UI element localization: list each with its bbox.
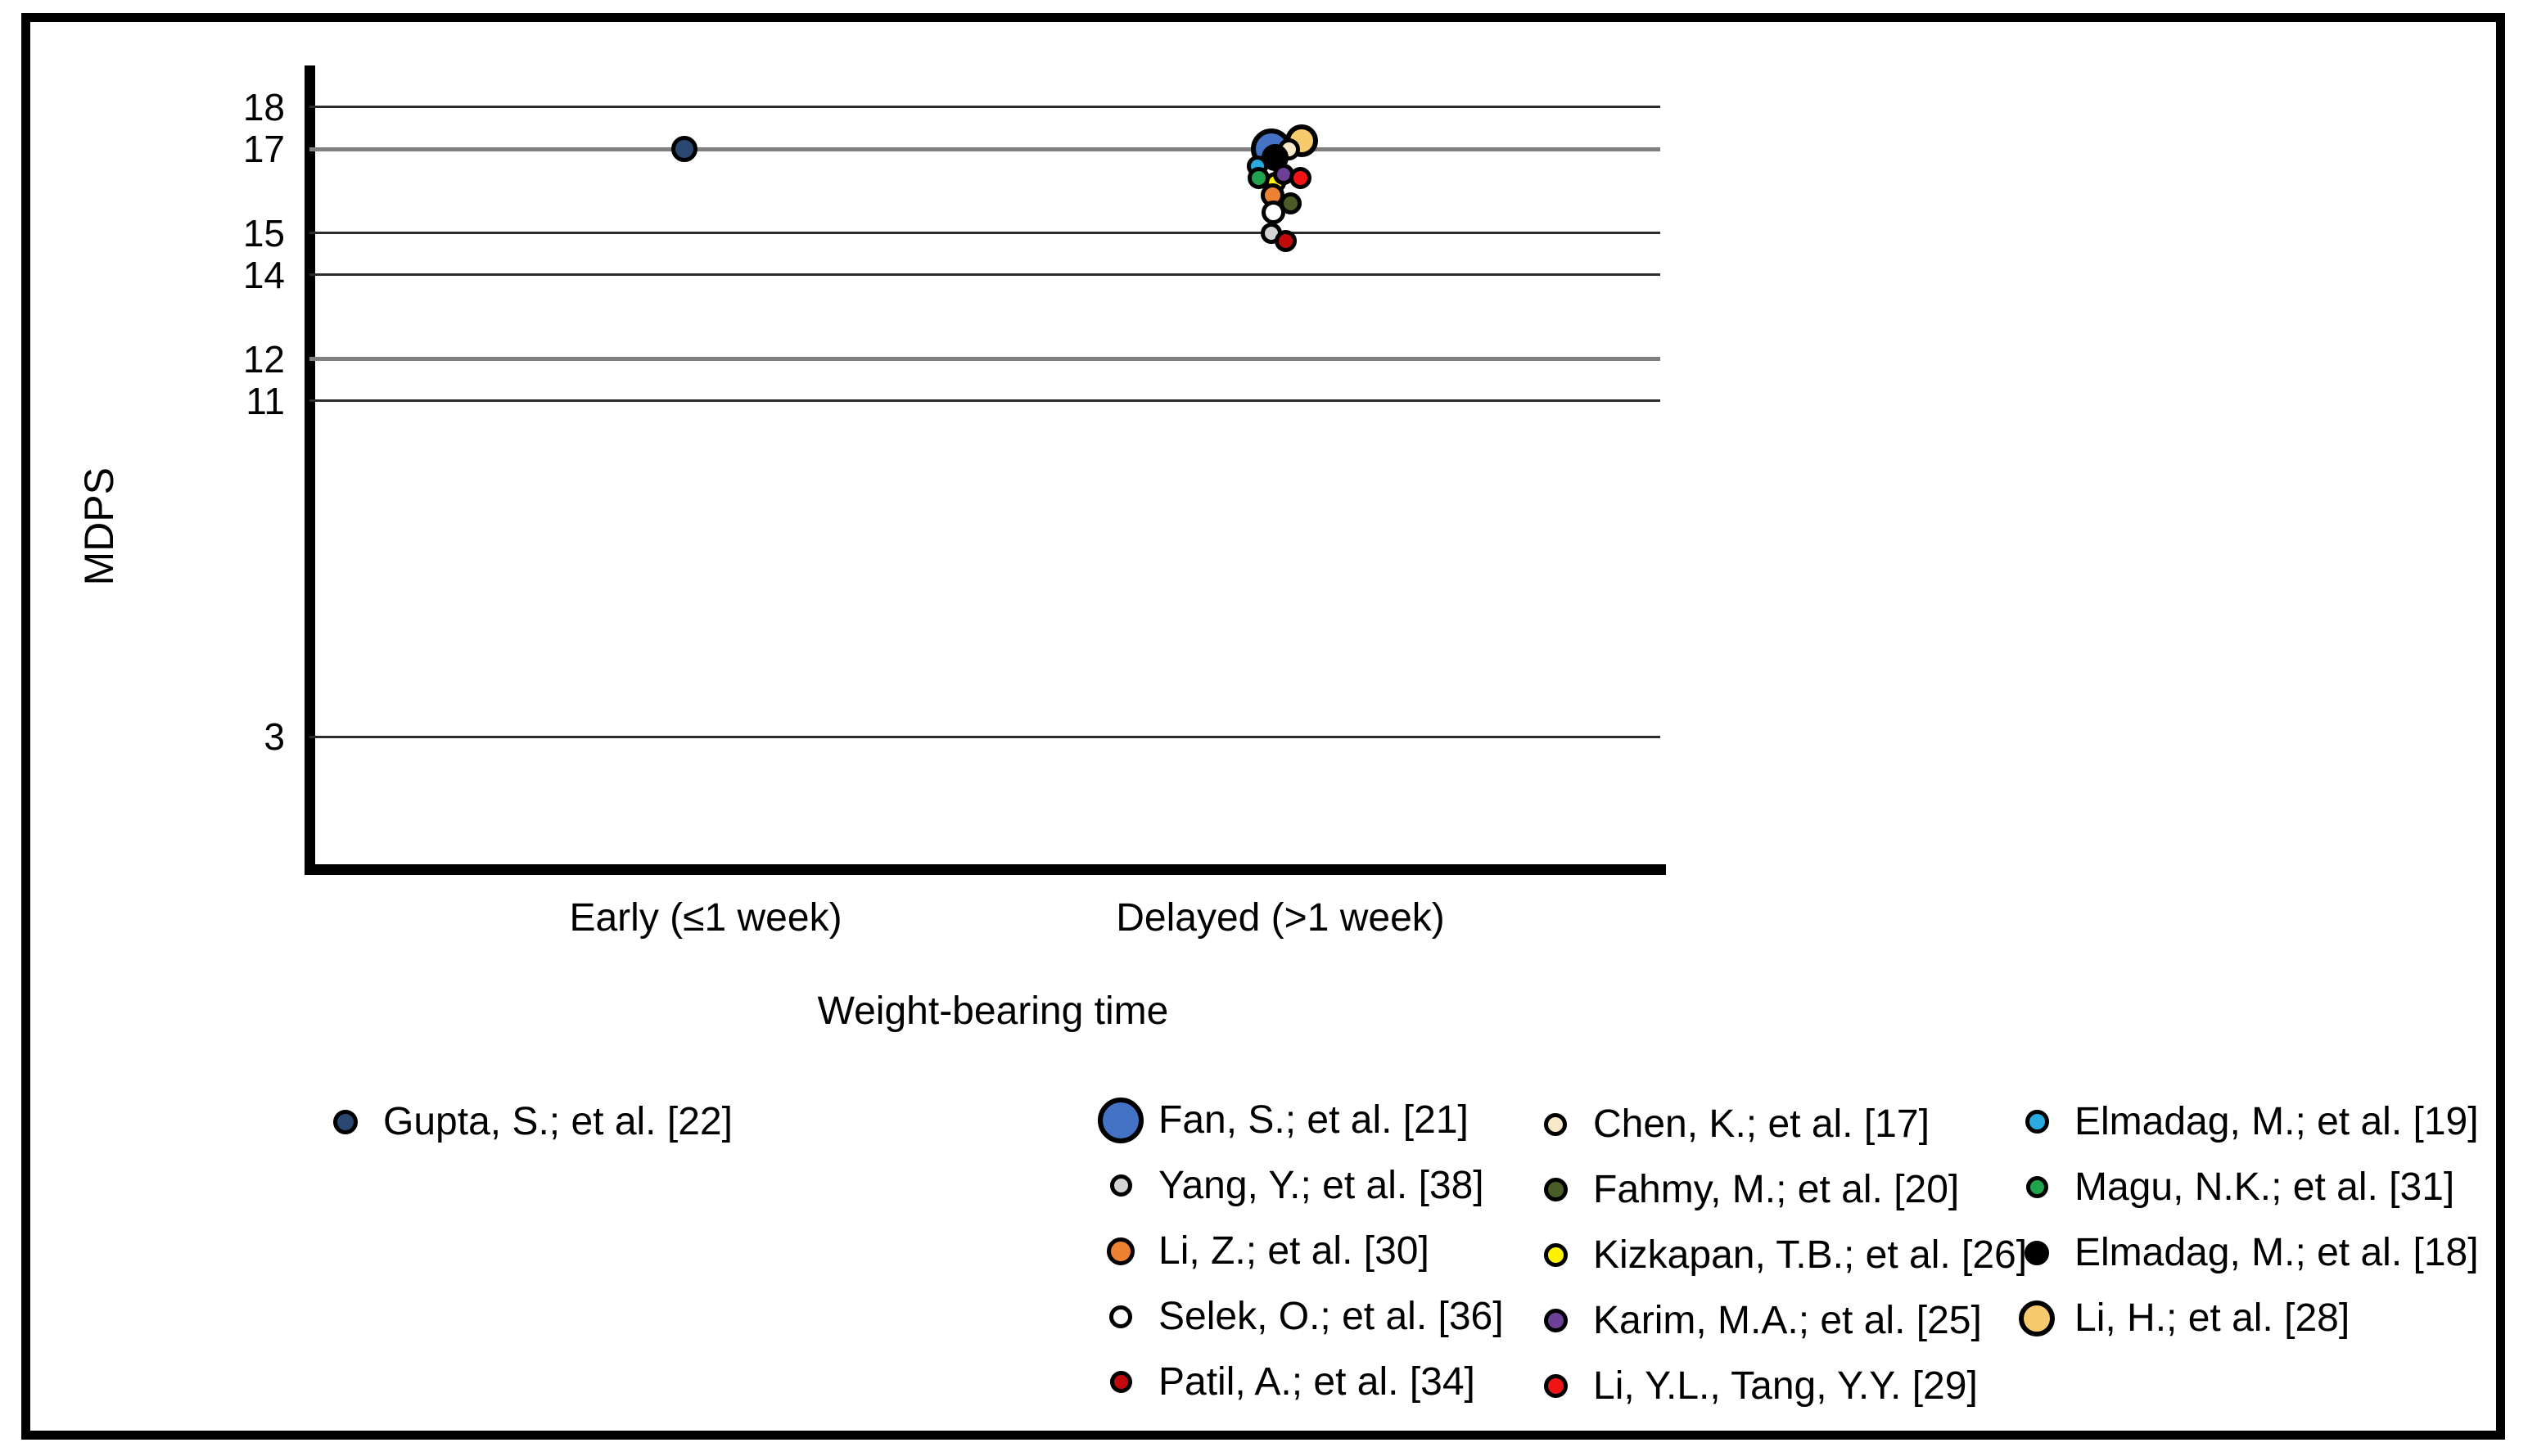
legend-marker-icon — [2025, 1240, 2049, 1265]
legend-label: Kizkapan, T.B.; et al. [26] — [1593, 1233, 2028, 1277]
y-tick-label-15: 15 — [242, 211, 285, 255]
scatter-point — [1261, 200, 1285, 224]
legend-marker-icon — [1109, 1371, 1132, 1393]
y-axis-line — [305, 65, 315, 875]
x-category-delayed: Delayed (>1 week) — [1116, 896, 1445, 940]
legend-item: Selek, O.; et al. [36] — [1095, 1293, 1504, 1340]
scatter-point — [1289, 167, 1311, 190]
legend-item: Chen, K.; et al. [17] — [1529, 1101, 2027, 1147]
figure-border-frame — [21, 13, 2505, 1440]
x-axis-title: Weight-bearing time — [817, 989, 1169, 1033]
gridline-y-15 — [309, 232, 1660, 235]
legend-label: Chen, K.; et al. [17] — [1593, 1102, 1930, 1146]
legend-item: Gupta, S.; et al. [22] — [319, 1098, 733, 1145]
legend-marker-box — [2011, 1300, 2063, 1337]
legend-column-3: Chen, K.; et al. [17] Fahmy, M.; et al. [… — [1529, 1101, 2027, 1409]
legend-label: Li, Z.; et al. [30] — [1158, 1229, 1429, 1273]
legend-column-1: Gupta, S.; et al. [22] — [319, 1098, 733, 1145]
legend-marker-box — [1095, 1174, 1147, 1197]
legend-column-4: Elmadag, M.; et al. [19] Magu, N.K.; et a… — [2011, 1098, 2479, 1341]
legend-marker-icon — [1098, 1097, 1144, 1143]
gridline-y-3 — [309, 735, 1660, 738]
legend-label: Li, H.; et al. [28] — [2074, 1296, 2350, 1340]
legend-marker-icon — [333, 1109, 358, 1134]
legend-marker-icon — [2019, 1300, 2055, 1337]
x-category-early: Early (≤1 week) — [569, 896, 842, 940]
legend-item: Fahmy, M.; et al. [20] — [1529, 1166, 2027, 1213]
legend-marker-icon — [1543, 1309, 1568, 1332]
legend-marker-icon — [1543, 1374, 1568, 1398]
gridline-y-18 — [309, 106, 1660, 109]
legend-marker-icon — [1543, 1178, 1568, 1201]
legend-label: Elmadag, M.; et al. [18] — [2074, 1231, 2479, 1274]
y-tick-label-14: 14 — [242, 253, 285, 296]
legend-marker-box — [1529, 1309, 1582, 1332]
legend-marker-icon — [2025, 1176, 2048, 1198]
gridline-y-12 — [309, 357, 1660, 362]
legend-marker-box — [2011, 1176, 2063, 1198]
legend-marker-box — [1529, 1112, 1582, 1136]
legend-label: Fahmy, M.; et al. [20] — [1593, 1168, 1960, 1211]
x-axis-line — [305, 864, 1666, 875]
y-axis-title-text: MDPS — [76, 467, 122, 586]
gridline-y-11 — [309, 399, 1660, 403]
y-tick-label-11: 11 — [246, 379, 285, 422]
legend-marker-box — [2011, 1240, 2063, 1265]
legend-marker-box — [1529, 1178, 1582, 1201]
legend-item: Magu, N.K.; et al. [31] — [2011, 1164, 2479, 1210]
legend-label: Magu, N.K.; et al. [31] — [2074, 1165, 2455, 1209]
y-tick-label-17: 17 — [242, 128, 285, 171]
legend-marker-box — [1095, 1097, 1147, 1143]
scatter-point — [1274, 230, 1297, 253]
legend-column-2: Fan, S.; et al. [21] Yang, Y.; et al. [38… — [1095, 1097, 1504, 1405]
legend-marker-icon — [1109, 1305, 1132, 1328]
legend-marker-box — [1095, 1371, 1147, 1393]
legend-label: Karim, M.A.; et al. [25] — [1593, 1299, 1982, 1342]
legend-item: Kizkapan, T.B.; et al. [26] — [1529, 1232, 2027, 1278]
legend-item: Elmadag, M.; et al. [18] — [2011, 1229, 2479, 1276]
legend-marker-box — [1095, 1237, 1147, 1265]
y-tick-label-12: 12 — [242, 337, 285, 381]
legend-item: Elmadag, M.; et al. [19] — [2011, 1098, 2479, 1145]
legend-item: Li, H.; et al. [28] — [2011, 1295, 2479, 1341]
legend-label: Patil, A.; et al. [34] — [1158, 1360, 1475, 1404]
legend-marker-box — [1095, 1305, 1147, 1328]
y-tick-label-3: 3 — [264, 715, 285, 759]
legend-marker-icon — [1107, 1237, 1135, 1265]
legend-label: Elmadag, M.; et al. [19] — [2074, 1100, 2479, 1143]
legend-label: Selek, O.; et al. [36] — [1158, 1295, 1504, 1338]
legend-item: Li, Y.L., Tang, Y.Y. [29] — [1529, 1363, 2027, 1409]
gridline-y-17 — [309, 147, 1660, 151]
legend-marker-icon — [1544, 1112, 1567, 1136]
legend-item: Li, Z.; et al. [30] — [1095, 1228, 1504, 1274]
legend-marker-box — [1529, 1374, 1582, 1398]
legend-marker-box — [2011, 1110, 2063, 1134]
legend-label: Fan, S.; et al. [21] — [1158, 1098, 1469, 1142]
legend-item: Fan, S.; et al. [21] — [1095, 1097, 1504, 1143]
scatter-point — [670, 136, 697, 163]
legend-marker-icon — [2025, 1110, 2049, 1134]
gridline-y-14 — [309, 273, 1660, 277]
legend-item: Yang, Y.; et al. [38] — [1095, 1162, 1504, 1209]
legend-item: Karim, M.A.; et al. [25] — [1529, 1297, 2027, 1344]
y-tick-label-18: 18 — [242, 85, 285, 128]
legend-label: Li, Y.L., Tang, Y.Y. [29] — [1593, 1364, 1978, 1408]
legend-marker-box — [319, 1109, 372, 1134]
legend-marker-icon — [1543, 1243, 1568, 1267]
legend-item: Patil, A.; et al. [34] — [1095, 1359, 1504, 1405]
legend-marker-box — [1529, 1243, 1582, 1267]
legend-label: Yang, Y.; et al. [38] — [1158, 1164, 1484, 1207]
legend-label: Gupta, S.; et al. [22] — [383, 1100, 733, 1143]
legend-marker-icon — [1109, 1174, 1132, 1197]
